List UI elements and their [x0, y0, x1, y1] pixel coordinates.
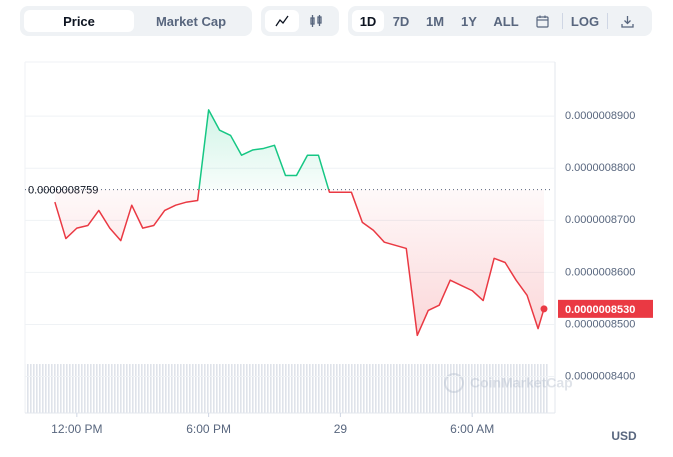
x-tick-label: 12:00 PM — [51, 422, 102, 436]
download-button[interactable] — [612, 10, 642, 32]
range-button[interactable]: 1D — [352, 10, 384, 32]
range-button[interactable]: ALL — [493, 13, 519, 29]
reference-label: 0.0000008759 — [28, 184, 98, 196]
y-tick-label: 0.0000008500 — [565, 318, 635, 330]
line-chart-button[interactable] — [265, 10, 299, 32]
calendar-button[interactable] — [526, 10, 558, 32]
icon-path — [620, 15, 634, 28]
y-tick-label: 0.0000008700 — [565, 214, 635, 226]
icon-path — [535, 15, 549, 28]
range-button[interactable]: 1M — [425, 13, 445, 29]
y-unit: USD — [611, 429, 637, 443]
calendar-icon — [535, 15, 549, 28]
y-tick-label: 0.0000008800 — [565, 162, 635, 174]
price-area — [54, 109, 544, 336]
volume-bars — [25, 364, 548, 413]
range-button[interactable]: 1Y — [461, 13, 477, 29]
y-tick-label: 0.0000008400 — [565, 370, 635, 382]
download-icon — [620, 15, 634, 28]
y-tick-label: 0.0000008600 — [565, 266, 635, 278]
range-bar: 1D 7D 1M 1Y ALL LOG — [348, 6, 652, 36]
watermark-text: CoinMarketCap — [470, 375, 573, 391]
chart-tabs: Price Market Cap — [20, 6, 252, 36]
last-price-label: 0.0000008530 — [565, 304, 635, 316]
x-tick-label: 6:00 PM — [186, 422, 231, 436]
candle-icon — [310, 15, 322, 27]
separator — [562, 13, 563, 29]
last-price-box — [558, 299, 653, 318]
line-icon — [275, 15, 289, 27]
watermark-logo — [444, 373, 464, 393]
price-line — [54, 109, 545, 337]
range-button[interactable]: 7D — [392, 13, 410, 29]
watermark: CoinMarketCap — [444, 373, 573, 393]
icon-path — [310, 15, 322, 27]
chart-style — [261, 6, 339, 36]
separator — [607, 13, 608, 29]
last-point — [540, 305, 548, 313]
log-button[interactable]: LOG — [570, 13, 600, 29]
icon-path — [275, 15, 289, 27]
tab-price[interactable]: Price — [24, 10, 134, 32]
y-tick-label: 0.0000008900 — [565, 110, 635, 122]
tab-market-cap[interactable]: Market Cap — [155, 13, 227, 29]
candle-chart-button[interactable] — [299, 10, 333, 32]
x-tick-label: 6:00 AM — [450, 422, 494, 436]
x-tick-label: 29 — [334, 422, 348, 436]
